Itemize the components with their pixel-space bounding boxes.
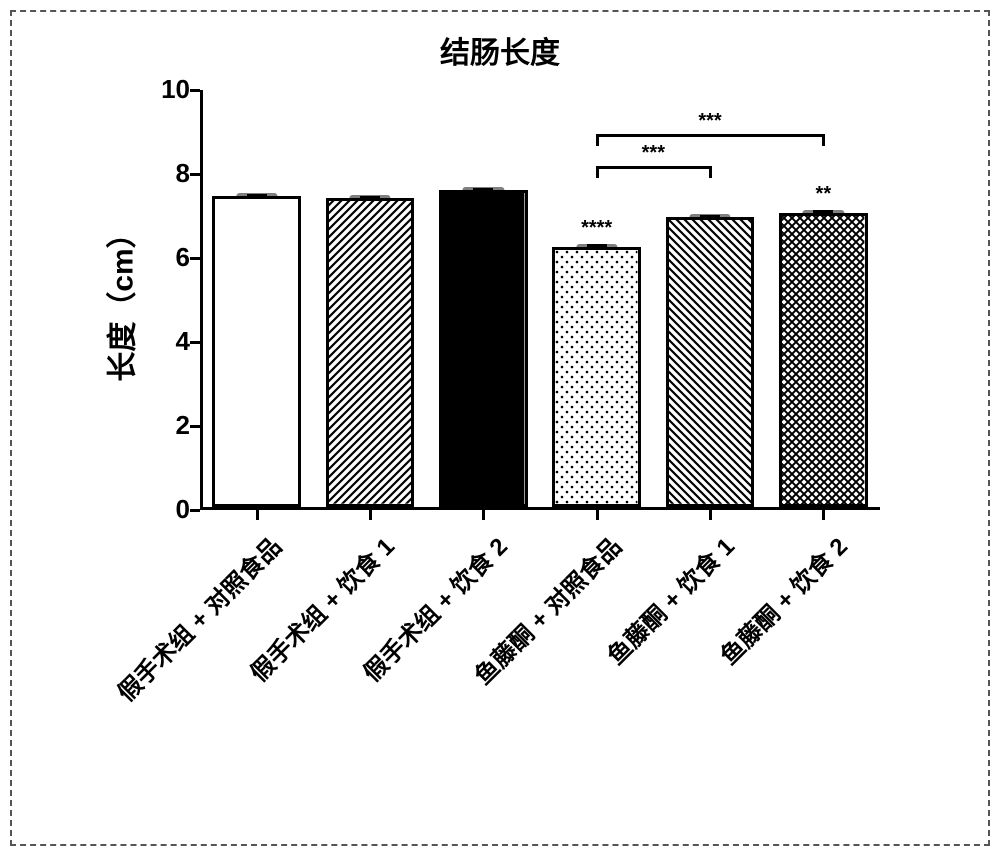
bar: [439, 190, 527, 507]
error-cap: [700, 215, 720, 218]
x-tick: [369, 510, 372, 520]
x-axis-line: [200, 507, 880, 510]
y-axis-title-wrap: 长度（cm）: [100, 90, 140, 510]
y-tick-label: 4: [145, 326, 190, 357]
y-tick-label: 8: [145, 158, 190, 189]
y-tick: [190, 173, 200, 176]
y-tick: [190, 341, 200, 344]
y-axis-line: [200, 90, 203, 510]
y-tick-label: 6: [145, 242, 190, 273]
y-tick: [190, 89, 200, 92]
comparison-line: [597, 134, 824, 137]
bar: [779, 213, 867, 507]
error-cap: [587, 244, 607, 247]
plot-area: 0246810************: [200, 90, 880, 510]
significance-marker: **: [778, 183, 868, 206]
error-cap: [360, 196, 380, 199]
y-tick-label: 0: [145, 494, 190, 525]
bar: [666, 217, 754, 507]
x-tick: [822, 510, 825, 520]
comparison-line: [597, 166, 710, 169]
y-tick: [190, 425, 200, 428]
x-tick: [256, 510, 259, 520]
x-tick: [596, 510, 599, 520]
comparison-drop: [822, 134, 825, 146]
chart-title: 结肠长度: [0, 28, 1000, 72]
x-tick: [482, 510, 485, 520]
significance-marker: ****: [552, 217, 642, 240]
error-cap: [813, 210, 833, 213]
error-cap: [473, 188, 493, 191]
error-cap: [247, 194, 267, 197]
comparison-label: ***: [680, 110, 740, 133]
comparison-label: ***: [623, 142, 683, 165]
y-tick-label: 2: [145, 410, 190, 441]
y-tick: [190, 509, 200, 512]
y-tick-label: 10: [145, 74, 190, 105]
comparison-drop: [709, 166, 712, 178]
x-tick: [709, 510, 712, 520]
comparison-drop: [596, 166, 599, 178]
bar: [326, 198, 414, 507]
y-axis-title: 长度（cm）: [98, 218, 142, 381]
comparison-drop: [596, 134, 599, 146]
bar: [552, 247, 640, 507]
y-tick: [190, 257, 200, 260]
bar: [212, 196, 300, 507]
